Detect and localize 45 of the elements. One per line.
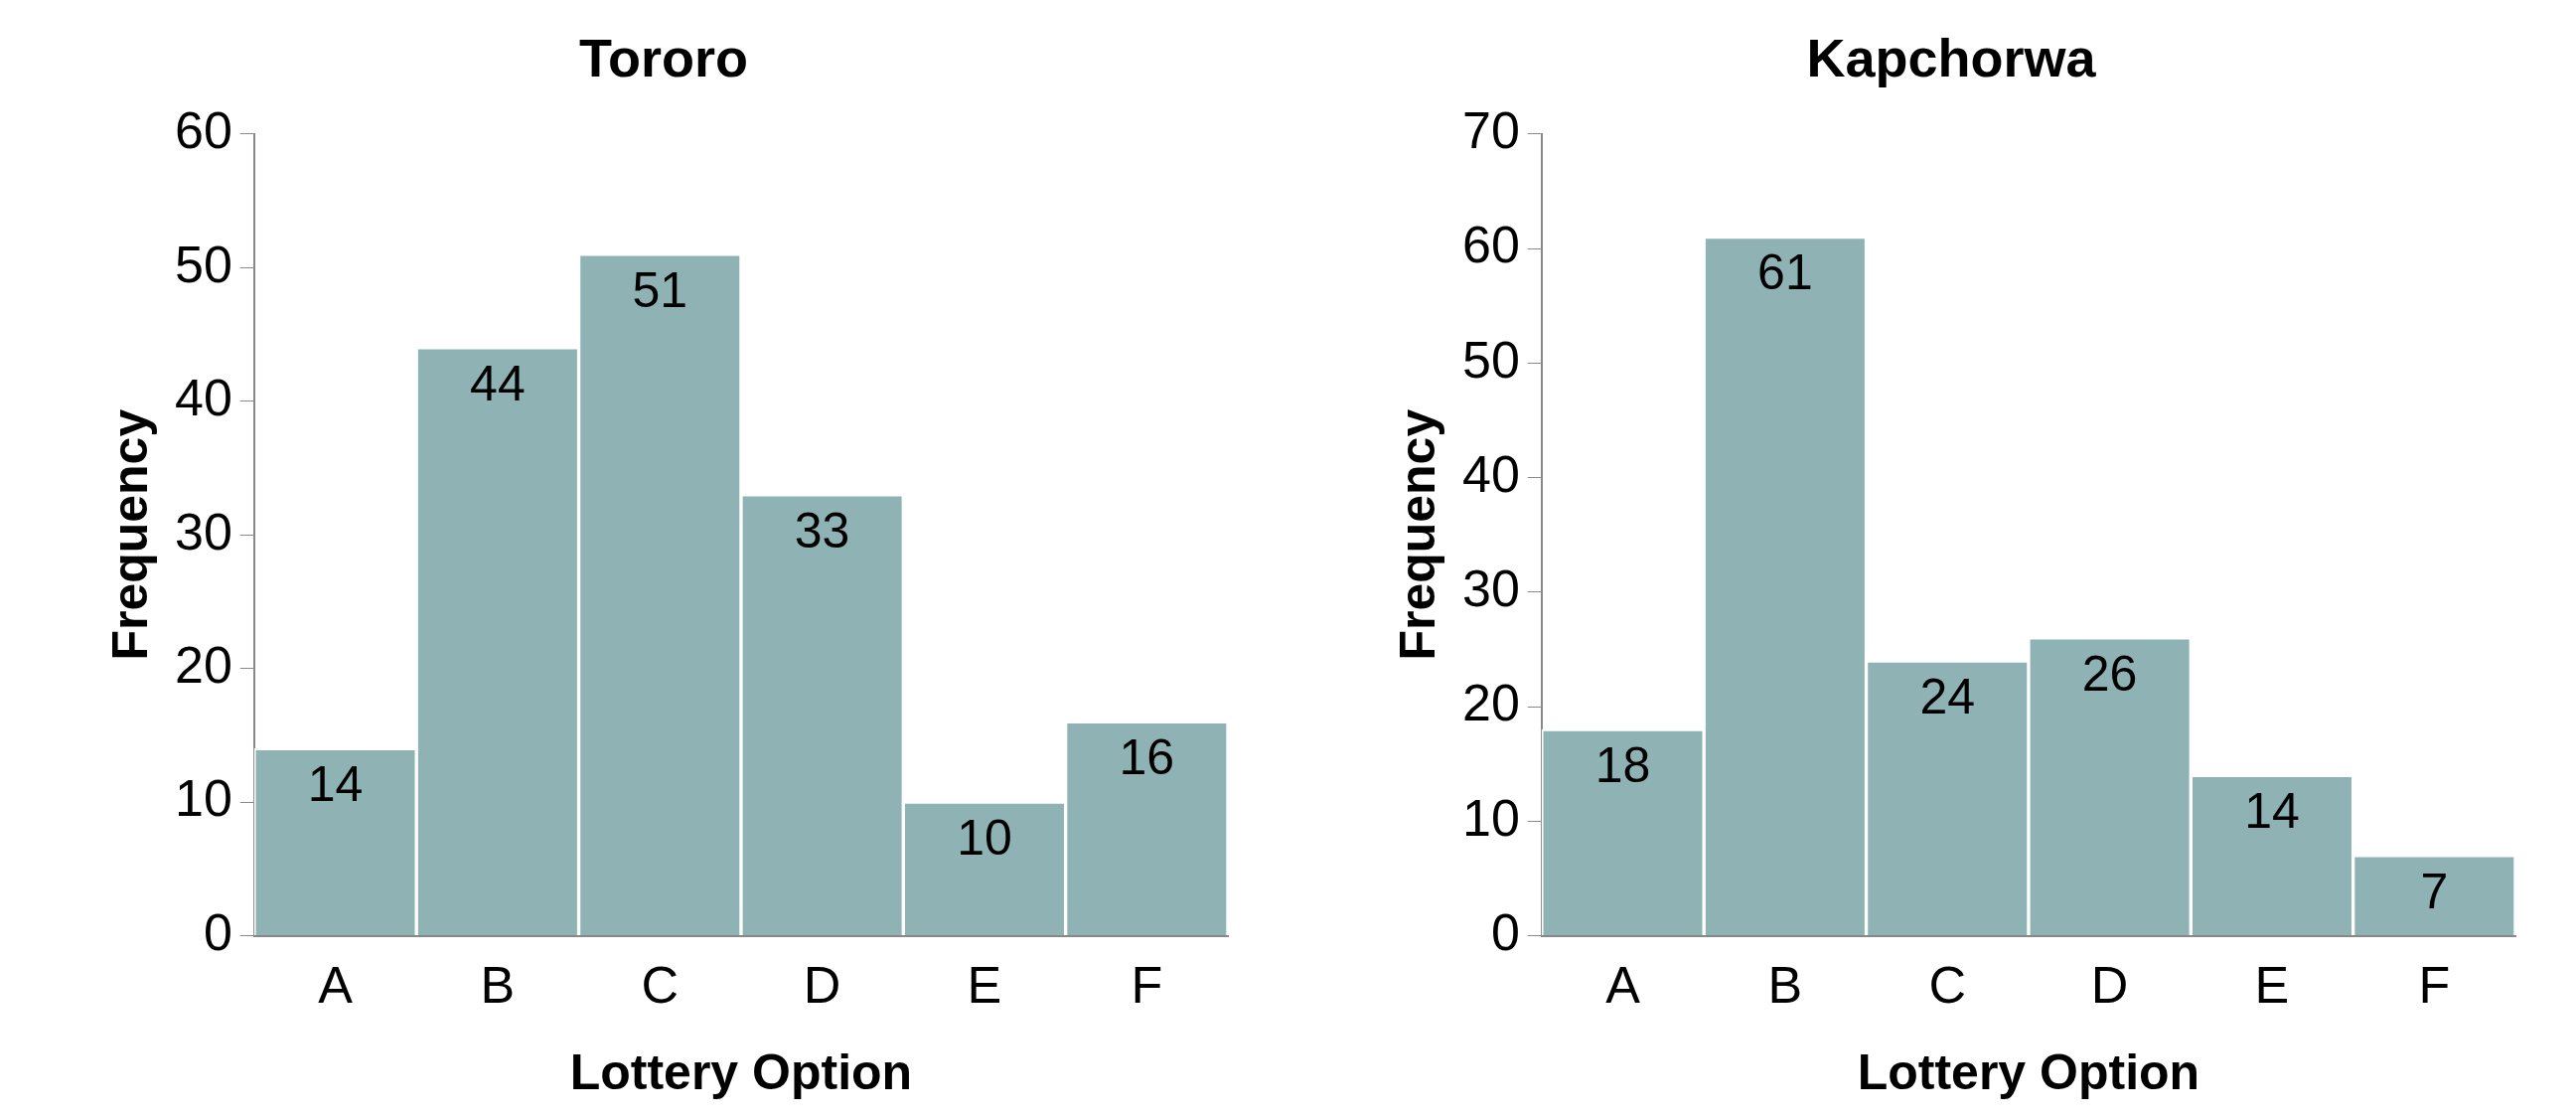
y-tick-label: 30 bbox=[175, 502, 232, 560]
data-label: 7 bbox=[2420, 863, 2449, 919]
data-label: 33 bbox=[794, 502, 850, 559]
data-label: 16 bbox=[1119, 729, 1175, 786]
data-label: 26 bbox=[2081, 645, 2138, 702]
y-tick-label: 50 bbox=[1462, 330, 1520, 389]
data-label: 10 bbox=[957, 809, 1012, 866]
x-tick-label: A bbox=[1605, 956, 1641, 1015]
x-tick-label: E bbox=[2254, 956, 2290, 1015]
data-label: 51 bbox=[632, 261, 688, 318]
y-tick-label: 20 bbox=[175, 636, 232, 695]
y-tick-label: 50 bbox=[175, 235, 232, 293]
data-label: 61 bbox=[1757, 244, 1813, 301]
y-tick-label: 0 bbox=[1490, 902, 1520, 961]
y-tick-label: 70 bbox=[1462, 101, 1520, 160]
x-tick-label: E bbox=[967, 956, 1002, 1015]
chart-title: Tororo bbox=[579, 28, 748, 88]
x-axis-title: Lottery Option bbox=[1857, 1043, 2200, 1100]
x-tick-label: B bbox=[1767, 956, 1803, 1015]
x-tick-label: F bbox=[2418, 956, 2451, 1015]
y-tick-label: 40 bbox=[1462, 444, 1520, 503]
x-axis-title: Lottery Option bbox=[569, 1043, 913, 1100]
y-tick-label: 10 bbox=[1462, 788, 1520, 847]
chart-title: Kapchorwa bbox=[1806, 28, 2097, 88]
y-tick-label: 30 bbox=[1462, 560, 1520, 618]
x-tick-label: D bbox=[803, 956, 841, 1015]
data-label: 44 bbox=[470, 355, 526, 411]
y-tick-label: 10 bbox=[175, 769, 232, 828]
data-label: 14 bbox=[2244, 783, 2300, 840]
data-label: 14 bbox=[307, 756, 364, 813]
x-tick-label: F bbox=[1131, 956, 1163, 1015]
y-tick-label: 40 bbox=[175, 369, 232, 427]
y-axis-title: Frequency bbox=[101, 408, 158, 661]
x-tick-label: C bbox=[1928, 956, 1967, 1015]
x-tick-label: B bbox=[480, 956, 516, 1015]
y-tick-label: 60 bbox=[1462, 216, 1520, 274]
data-label: 24 bbox=[1919, 668, 1976, 724]
x-tick-label: C bbox=[641, 956, 680, 1015]
x-tick-label: D bbox=[2090, 956, 2129, 1015]
y-axis-title: Frequency bbox=[1389, 408, 1445, 661]
x-tick-label: A bbox=[318, 956, 354, 1015]
data-label: 18 bbox=[1594, 736, 1651, 793]
y-tick-label: 60 bbox=[175, 101, 232, 160]
y-tick-label: 20 bbox=[1462, 674, 1520, 732]
y-tick-label: 0 bbox=[203, 902, 232, 961]
